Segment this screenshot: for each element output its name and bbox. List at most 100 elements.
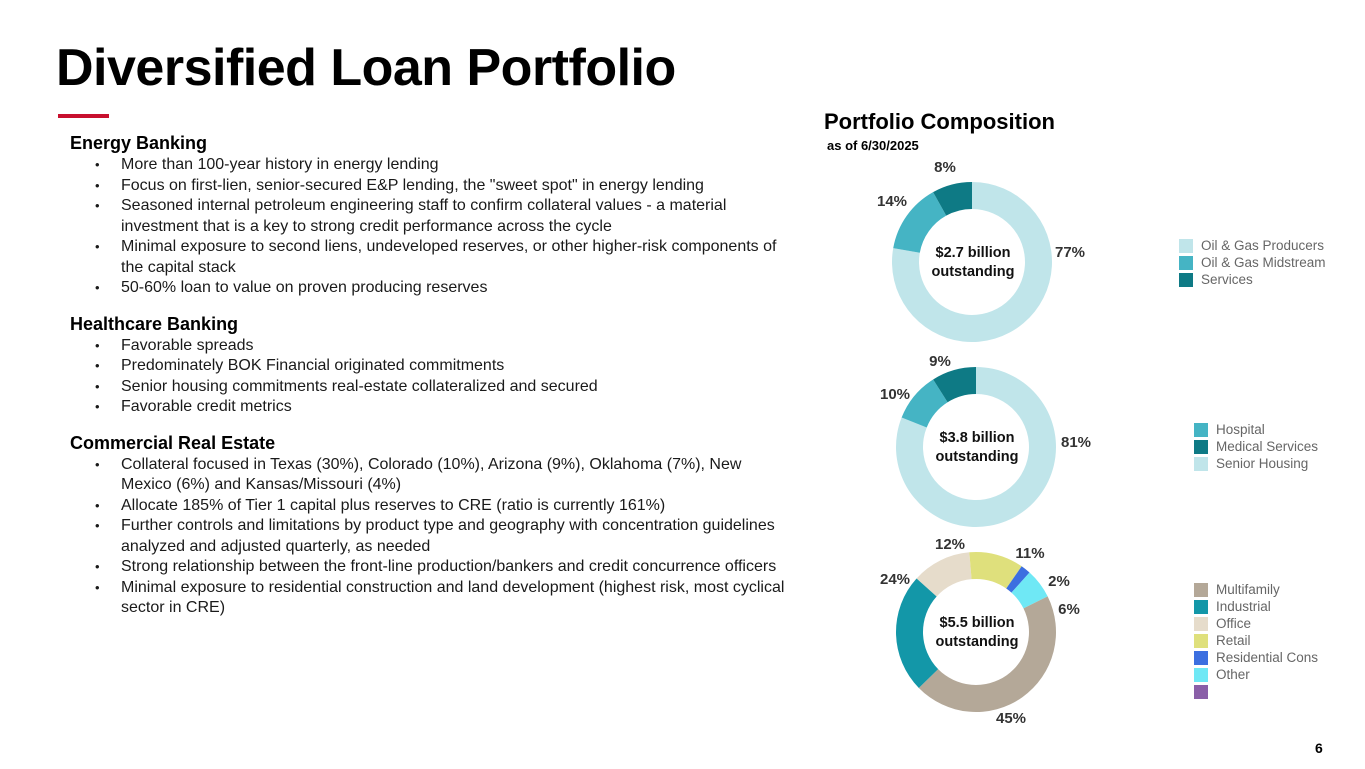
legend-item <box>1194 683 1318 700</box>
bullet-list: More than 100-year history in energy len… <box>70 155 790 299</box>
data-label-multifamily: 45% <box>996 710 1026 727</box>
legend-item-oil-gas-midstream: Oil & Gas Midstream <box>1179 254 1326 271</box>
bullet-item: Further controls and limitations by prod… <box>70 516 790 557</box>
donut-chart-3: 12% 11%2% 6% 45% 24% $5.5 billion outstanding <box>880 536 1080 727</box>
slice-oil-gas-midstream <box>893 192 947 253</box>
bullet-item: Seasoned internal petroleum engineering … <box>70 196 790 237</box>
bullet-item: More than 100-year history in energy len… <box>70 155 790 176</box>
center-label: outstanding <box>936 634 1019 650</box>
data-label-services: 8% <box>934 159 956 176</box>
donut-chart-1: 77% 14% 8% $2.7 billion outstanding <box>877 159 1085 342</box>
legend-label: Senior Housing <box>1216 456 1309 471</box>
slice-retail <box>969 552 1022 589</box>
legend-swatch <box>1194 439 1208 454</box>
section-heading: Energy Banking <box>70 133 208 153</box>
legend-item-oil-gas-producers: Oil & Gas Producers <box>1179 237 1326 254</box>
chart-subtitle: as of 6/30/2025 <box>827 138 919 153</box>
energy-legend: Oil & Gas Producers Oil & Gas Midstream Se… <box>1179 237 1326 288</box>
bullet-item: 50-60% loan to value on proven producing… <box>70 278 790 299</box>
commercial-real-estate-section: Commercial Real Estate Collateral focuse… <box>70 432 790 619</box>
legend-item-industrial: Industrial <box>1194 598 1318 615</box>
bullet-item: Minimal exposure to residential construc… <box>70 578 790 619</box>
bullet-item: Senior housing commitments real-estate c… <box>70 377 790 398</box>
legend-label: Office <box>1216 616 1252 631</box>
legend-swatch <box>1179 255 1193 270</box>
bullet-item: Predominately BOK Financial originated c… <box>70 356 790 377</box>
center-label: $2.7 billion <box>936 245 1011 261</box>
legend-label: Oil & Gas Producers <box>1201 238 1325 253</box>
legend-label: Industrial <box>1216 599 1271 614</box>
healthcare-banking-section: Healthcare Banking Favorable spreads Pre… <box>70 313 790 418</box>
legend-item-other: Other <box>1194 666 1318 683</box>
slice-residential-cons <box>1006 566 1030 593</box>
data-label-oil-gas-midstream: 14% <box>877 193 907 210</box>
legend-swatch <box>1194 599 1208 614</box>
bullet-item: Focus on first-lien, senior-secured E&P … <box>70 176 790 197</box>
legend-item-hospital: Hospital <box>1194 421 1318 438</box>
data-label-industrial: 24% <box>880 571 910 588</box>
legend-swatch <box>1194 633 1208 648</box>
donut-chart-2: 81% 10% 9% $3.8 billion outstanding <box>880 353 1091 527</box>
legend-label: Oil & Gas Midstream <box>1201 255 1326 270</box>
center-label: $5.5 billion <box>940 615 1015 631</box>
slice-office <box>916 552 972 597</box>
energy-banking-section: Energy Banking More than 100-year histor… <box>70 132 790 299</box>
legend-swatch <box>1194 456 1208 471</box>
center-label: outstanding <box>932 264 1015 280</box>
legend-label: Other <box>1216 667 1250 682</box>
legend-swatch <box>1179 238 1193 253</box>
slide-title: Diversified Loan Portfolio <box>56 39 676 97</box>
slice-medical-services <box>933 367 976 403</box>
content-column: Energy Banking More than 100-year histor… <box>70 132 790 633</box>
legend-item-office: Office <box>1194 615 1318 632</box>
legend-swatch <box>1194 650 1208 665</box>
legend-swatch <box>1194 422 1208 437</box>
legend-swatch <box>1179 272 1193 287</box>
bullet-item: Strong relationship between the front-li… <box>70 557 790 578</box>
bullet-item: Allocate 185% of Tier 1 capital plus res… <box>70 496 790 517</box>
bullet-list: Collateral focused in Texas (30%), Color… <box>70 455 790 619</box>
legend-item-senior-housing: Senior Housing <box>1194 455 1318 472</box>
center-label: $3.8 billion <box>940 430 1015 446</box>
title-accent-rule <box>58 114 109 118</box>
legend-label: Services <box>1201 272 1253 287</box>
data-label-retail: 11% <box>1015 545 1044 562</box>
legend-item-residential-cons: Residential Cons <box>1194 649 1318 666</box>
bullet-item: Collateral focused in Texas (30%), Color… <box>70 455 790 496</box>
data-label-oil-gas-producers: 77% <box>1055 244 1085 261</box>
slice-oil-gas-producers <box>892 182 1053 342</box>
slice-multifamily <box>918 596 1057 713</box>
legend-label: Residential Cons <box>1216 650 1319 665</box>
center-label: outstanding <box>936 449 1019 465</box>
bullet-item: Minimal exposure to second liens, undeve… <box>70 237 790 278</box>
legend-label: Retail <box>1216 633 1251 648</box>
page-number: 6 <box>1315 740 1323 756</box>
legend-swatch <box>1194 582 1208 597</box>
legend-swatch <box>1194 616 1208 631</box>
data-label-hospital: 10% <box>880 386 910 403</box>
legend-label: Multifamily <box>1216 582 1280 597</box>
chart-title: Portfolio Composition <box>824 109 1055 134</box>
legend-label: Medical Services <box>1216 439 1319 454</box>
legend-item-services: Services <box>1179 271 1326 288</box>
section-heading: Commercial Real Estate <box>70 432 276 453</box>
data-label-other: 6% <box>1058 601 1080 618</box>
slice-industrial <box>896 578 939 688</box>
slice-services <box>933 182 972 216</box>
data-label-office: 12% <box>935 536 965 553</box>
healthcare-legend: Hospital Medical Services Senior Housing <box>1194 421 1318 472</box>
slice-hospital <box>901 379 948 428</box>
data-label-residential-cons: 2% <box>1048 573 1070 590</box>
section-heading: Healthcare Banking <box>70 313 239 334</box>
legend-label: Hospital <box>1216 422 1265 437</box>
data-label-senior-housing: 81% <box>1061 434 1091 451</box>
bullet-item: Favorable spreads <box>70 336 790 357</box>
legend-item-retail: Retail <box>1194 632 1318 649</box>
bullet-list: Favorable spreads Predominately BOK Fina… <box>70 336 790 418</box>
legend-swatch <box>1194 684 1208 699</box>
slice-other <box>1011 572 1048 609</box>
legend-swatch <box>1194 667 1208 682</box>
legend-item-medical-services: Medical Services <box>1194 438 1318 455</box>
data-label-medical-services: 9% <box>929 353 951 370</box>
